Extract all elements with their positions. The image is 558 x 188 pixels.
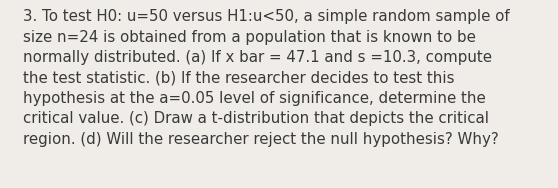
Text: 3. To test H0: u=50 versus H1:u<50, a simple random sample of
size n=24 is obtai: 3. To test H0: u=50 versus H1:u<50, a si… — [23, 9, 510, 147]
